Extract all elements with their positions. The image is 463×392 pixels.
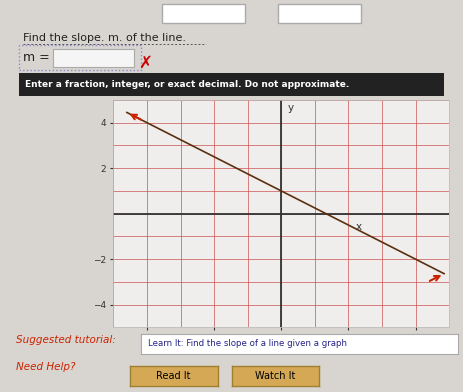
Text: Watch It: Watch It: [255, 371, 296, 381]
Text: x: x: [356, 221, 362, 232]
Text: Read It: Read It: [156, 371, 191, 381]
Text: ✗: ✗: [138, 54, 152, 72]
Text: Suggested tutorial:: Suggested tutorial:: [16, 335, 116, 345]
Text: Learn It: Find the slope of a line given a graph: Learn It: Find the slope of a line given…: [148, 339, 347, 348]
Text: Need Help?: Need Help?: [16, 363, 76, 372]
Text: Find the slope. m. of the line.: Find the slope. m. of the line.: [23, 33, 186, 43]
FancyBboxPatch shape: [278, 4, 361, 23]
Text: y: y: [288, 103, 294, 113]
Text: Enter a fraction, integer, or exact decimal. Do not approximate.: Enter a fraction, integer, or exact deci…: [25, 80, 349, 89]
FancyBboxPatch shape: [162, 4, 245, 23]
Text: m =: m =: [23, 51, 50, 64]
